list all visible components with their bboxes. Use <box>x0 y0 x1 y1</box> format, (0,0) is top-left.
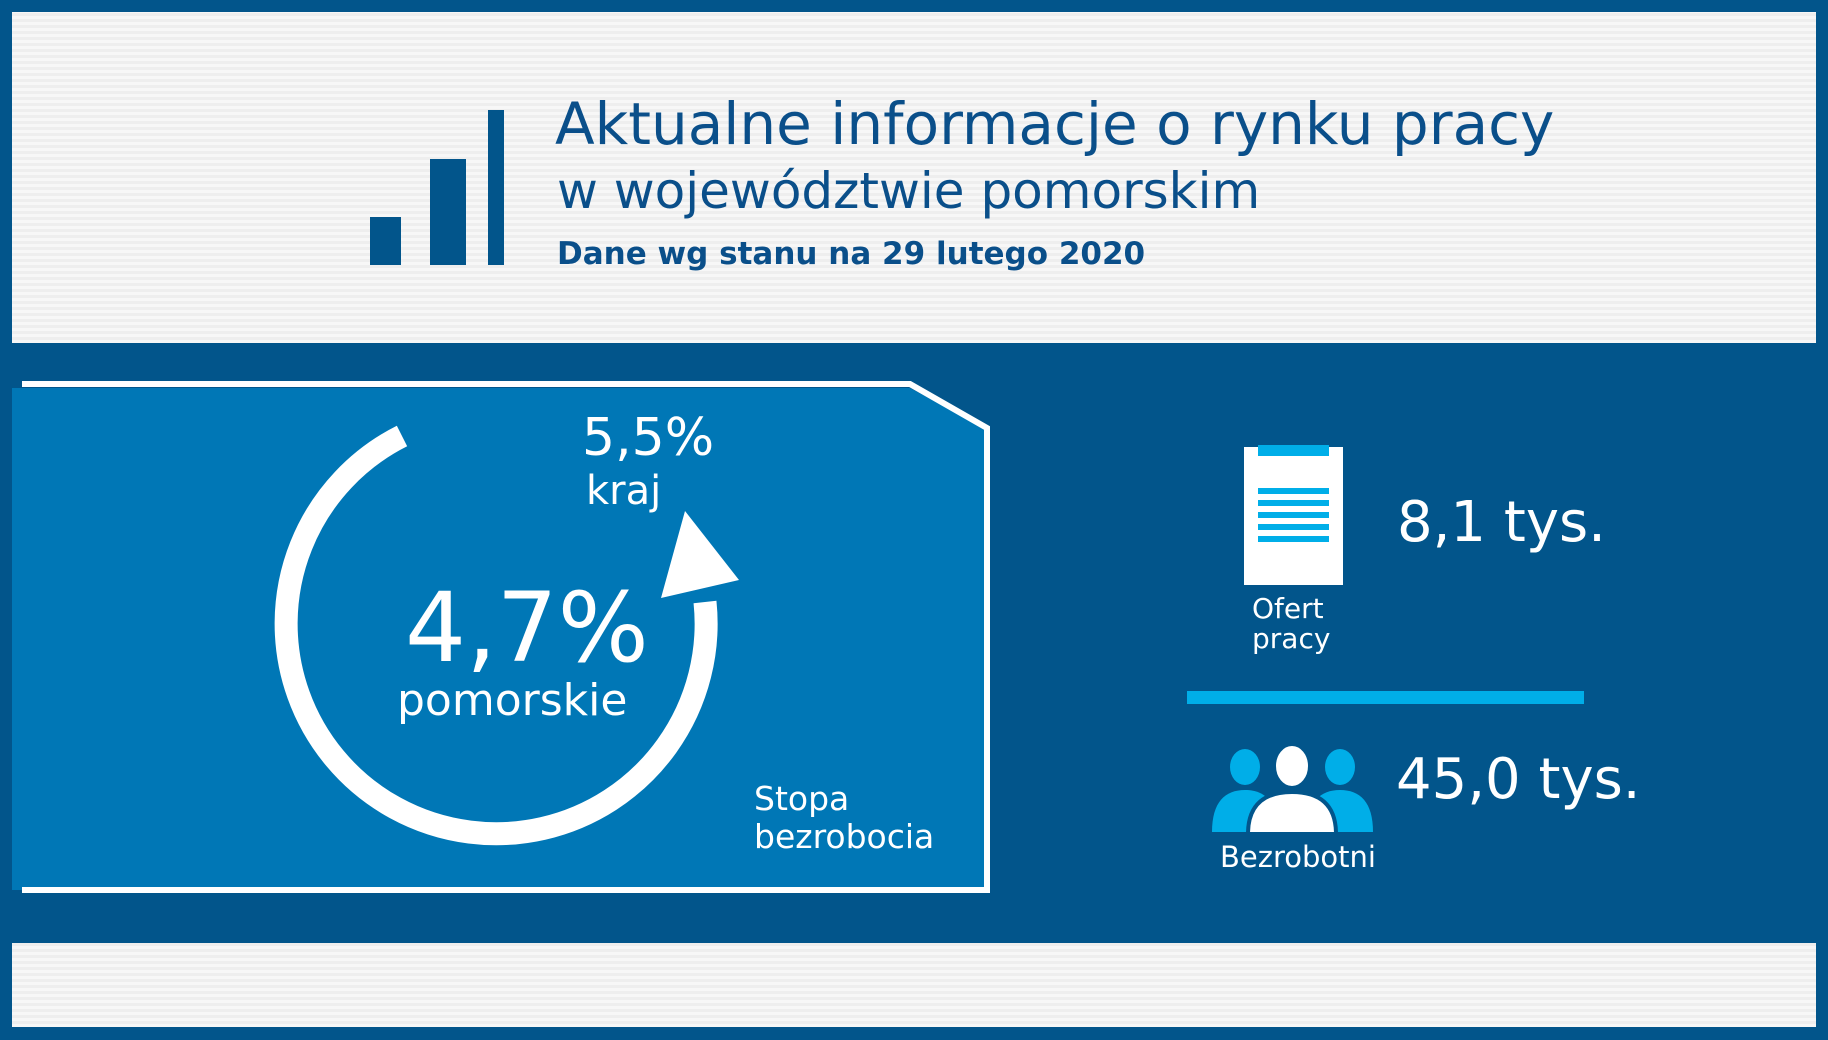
regional-rate-value: 4,7% <box>405 572 649 684</box>
unemployment-rate-card <box>12 381 990 893</box>
clipboard-icon <box>1244 445 1343 585</box>
bar-chart-icon-bar-2 <box>430 159 466 265</box>
bar-chart-icon-bar-1 <box>370 217 401 265</box>
unemployed-value: 45,0 tys. <box>1396 747 1641 812</box>
caption-line-1: Stopa <box>754 779 850 818</box>
header-panel <box>12 12 1816 343</box>
job-offers-value: 8,1 tys. <box>1397 490 1606 555</box>
regional-rate-label: pomorskie <box>397 675 628 726</box>
circular-arrow-icon <box>274 425 739 846</box>
page-title: Aktualne informacje o rynku pracy <box>555 90 1555 158</box>
job-offers-label-line-2: pracy <box>1252 622 1331 655</box>
caption-line-2: bezrobocia <box>754 817 935 856</box>
people-icon <box>1212 742 1373 832</box>
national-rate-label: kraj <box>586 468 662 514</box>
data-date-subtitle: Dane wg stanu na 29 lutego 2020 <box>557 236 1146 272</box>
job-offers-label: Ofert pracy <box>1252 594 1330 654</box>
unemployed-label: Bezrobotni <box>1220 840 1376 874</box>
bar-chart-icon-bar-3 <box>488 110 504 265</box>
footer-panel <box>12 943 1816 1027</box>
section-divider <box>1187 691 1584 704</box>
national-rate-value: 5,5% <box>582 408 715 468</box>
page-title-region: w województwie pomorskim <box>557 162 1261 220</box>
unemployment-rate-caption: Stopa bezrobocia <box>754 780 934 856</box>
job-offers-label-line-1: Ofert <box>1252 592 1324 625</box>
